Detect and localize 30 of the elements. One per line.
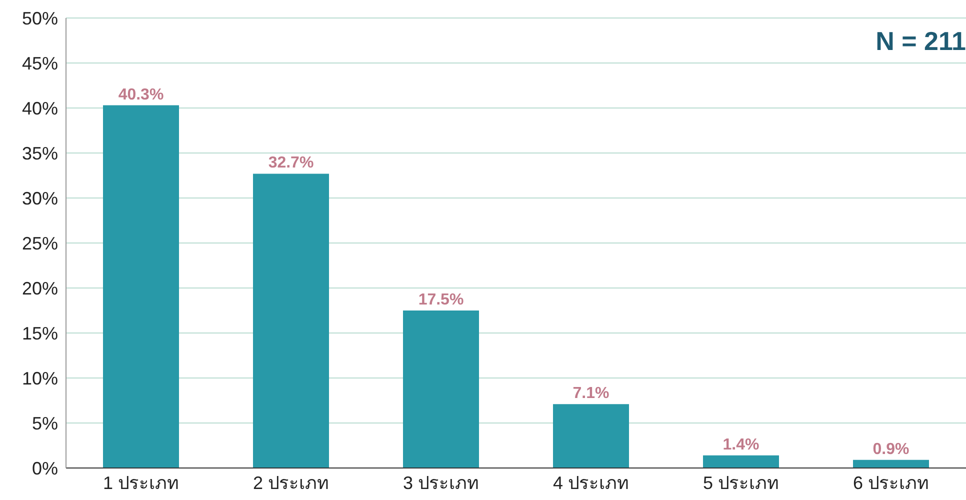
y-tick-label: 35% — [22, 143, 58, 164]
x-tick-label: 6 ประเภท — [852, 472, 930, 493]
bar — [403, 310, 479, 468]
y-tick-label: 25% — [22, 233, 58, 254]
bar — [703, 455, 779, 468]
x-tick-label: 3 ประเภท — [402, 472, 480, 493]
y-tick-label: 30% — [22, 188, 58, 208]
data-label: 1.4% — [722, 436, 760, 454]
data-label: 7.1% — [572, 385, 610, 402]
data-label: 0.9% — [872, 440, 910, 458]
data-label: 40.3% — [118, 86, 164, 104]
x-tick-label: 5 ประเภท — [702, 472, 780, 493]
bar — [103, 105, 179, 468]
bar — [253, 174, 329, 468]
y-tick-label: 5% — [32, 413, 58, 434]
bar — [553, 404, 629, 468]
x-tick-label: 4 ประเภท — [552, 472, 630, 493]
x-tick-label: 2 ประเภท — [252, 472, 330, 493]
y-tick-label: 0% — [32, 458, 58, 478]
data-label: 17.5% — [418, 292, 464, 308]
annotation: N = 211 — [876, 26, 966, 57]
bar — [853, 460, 929, 468]
data-label: 32.7% — [268, 154, 314, 172]
y-tick-label: 50% — [22, 8, 58, 28]
x-tick-label: 1 ประเภท — [102, 472, 180, 493]
y-tick-label: 15% — [22, 323, 58, 344]
y-tick-label: 40% — [22, 98, 58, 118]
y-tick-label: 20% — [22, 278, 58, 298]
y-tick-label: 10% — [22, 368, 58, 388]
y-tick-label: 45% — [22, 53, 58, 74]
